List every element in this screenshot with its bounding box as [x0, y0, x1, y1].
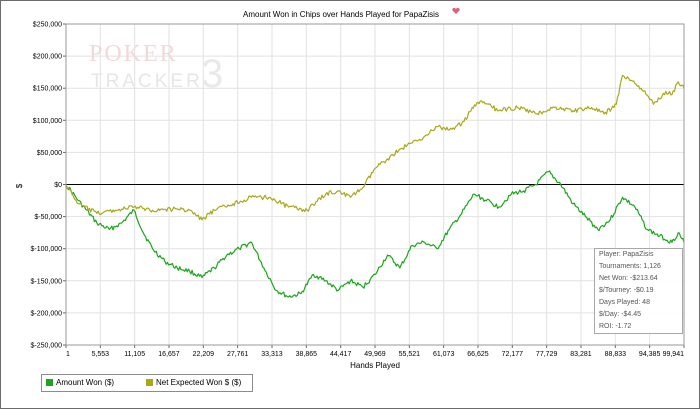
y-tick-label: $0 [54, 182, 62, 189]
stat-tournaments: Tournaments: 1,126 [599, 263, 661, 270]
stat-net-won: Net Won: -$213.64 [599, 275, 658, 282]
series-line-net-expected [65, 74, 685, 221]
y-tick-label: $-50,000 [34, 214, 62, 221]
y-tick-label: $250,000 [33, 22, 62, 29]
stat-player: Player: PapaZisis [599, 251, 654, 258]
x-tick-label: 1 [66, 351, 70, 358]
x-tick-label: 61,073 [433, 351, 455, 358]
x-tick-label: 5,553 [92, 351, 110, 358]
legend-item-net-expected: Net Expected Won $ ($) [146, 378, 241, 387]
legend-swatch-net-expected [146, 379, 153, 386]
x-tick-label: 16,657 [158, 351, 180, 358]
y-tick-label: $50,000 [37, 150, 62, 157]
y-axis-ticks: $-250,000 $-200,000 $-150,000 $-100,000 $-50… [30, 22, 66, 350]
y-tick-label: $100,000 [33, 118, 62, 125]
x-axis-ticks: 1 5,553 11,105 16,657 22,209 27,761 33,313 38,8… [65, 345, 685, 358]
x-tick-label: 55,521 [399, 351, 421, 358]
legend-swatch-amount-won [46, 379, 53, 386]
x-tick-label: 66,625 [467, 351, 489, 358]
y-tick-label: $-100,000 [30, 246, 62, 253]
stat-days-played: Days Played: 48 [599, 299, 650, 306]
legend-item-amount-won: Amount Won ($) [46, 378, 114, 387]
x-tick-label: 27,761 [227, 351, 249, 358]
stat-roi: ROI: -1.72 [599, 323, 632, 330]
y-tick-label: $150,000 [33, 86, 62, 93]
series-lines [65, 74, 685, 298]
player-stats-box: Player: PapaZisis Tournaments: 1,126 Net… [594, 248, 683, 334]
legend-label-amount-won: Amount Won ($) [56, 378, 115, 387]
series-line-amount-won [65, 170, 685, 298]
y-tick-label: $200,000 [33, 54, 62, 61]
chart-legend: Amount Won ($) Net Expected Won $ ($) [41, 374, 253, 392]
y-tick-label: $-150,000 [30, 278, 62, 285]
x-axis-label: Hands Played [350, 361, 400, 370]
y-tick-label: $-250,000 [30, 343, 62, 350]
x-tick-label: 49,969 [364, 351, 386, 358]
chart-title: Amount Won in Chips over Hands Played fo… [243, 10, 439, 19]
x-tick-label: 94,385 [639, 351, 661, 358]
x-tick-label: 88,833 [605, 351, 627, 358]
logo-text-bottom: TRACKER [91, 71, 203, 92]
poker-tracker-logo: POKER TRACKER 3 [89, 41, 223, 95]
y-axis-label: $ [15, 183, 24, 188]
logo-digit: 3 [201, 52, 223, 95]
legend-label-net-expected: Net Expected Won $ ($) [156, 378, 242, 387]
x-tick-label: 38,865 [296, 351, 318, 358]
x-tick-label: 44,417 [330, 351, 352, 358]
x-tick-label: 72,177 [502, 351, 524, 358]
x-tick-label: 22,209 [193, 351, 215, 358]
stat-per-tourney: $/Tourney: -$0.19 [599, 287, 654, 294]
plot-border [65, 23, 685, 346]
x-tick-label: 99,941 [663, 351, 685, 358]
logo-text-top: POKER [89, 41, 178, 67]
title-heart-icon [452, 7, 460, 14]
stat-per-day: $/Day: -$4.45 [599, 311, 642, 318]
x-tick-label: 33,313 [261, 351, 283, 358]
y-tick-label: $-200,000 [30, 310, 62, 317]
x-tick-label: 77,729 [536, 351, 558, 358]
x-tick-label: 11,105 [124, 351, 145, 358]
x-tick-label: 83,281 [570, 351, 592, 358]
